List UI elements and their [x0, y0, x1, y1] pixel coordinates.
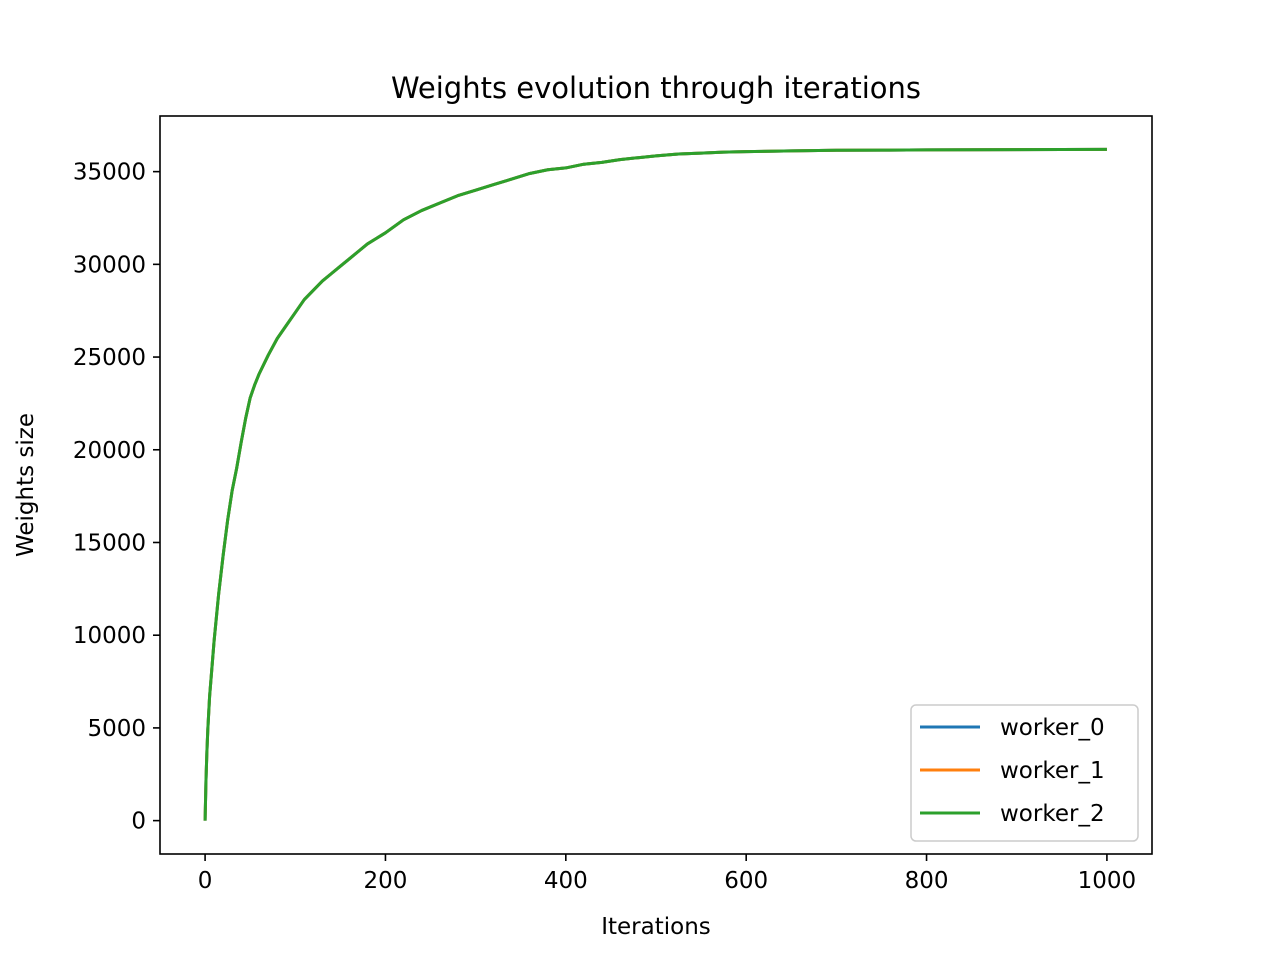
legend-label-worker_2: worker_2 — [1000, 801, 1105, 827]
x-tick-label: 200 — [364, 868, 408, 894]
y-tick-label: 15000 — [73, 530, 146, 556]
legend-label-worker_1: worker_1 — [1000, 758, 1105, 784]
y-axis-label: Weights size — [13, 413, 39, 557]
x-tick-label: 1000 — [1078, 868, 1137, 894]
x-tick-label: 600 — [724, 868, 768, 894]
y-tick-label: 30000 — [73, 252, 146, 278]
y-tick-label: 20000 — [73, 438, 146, 464]
chart-title: Weights evolution through iterations — [391, 71, 921, 105]
axes-frame — [159, 115, 1153, 855]
legend: worker_0 worker_1 worker_2 — [910, 704, 1139, 842]
x-axis: 0 200 400 600 800 1000 — [198, 854, 1136, 894]
series-group — [203, 147, 1107, 821]
series-line-worker_2 — [203, 147, 1107, 821]
y-tick-label: 0 — [131, 809, 146, 835]
y-axis: 0 5000 10000 15000 20000 25000 30000 35000 — [73, 160, 160, 835]
y-tick-label: 5000 — [87, 716, 146, 742]
x-tick-label: 800 — [905, 868, 949, 894]
x-axis-label: Iterations — [601, 914, 711, 940]
x-tick-label: 0 — [198, 868, 213, 894]
legend-label-worker_0: worker_0 — [1000, 715, 1105, 741]
y-tick-label: 35000 — [73, 160, 146, 186]
y-tick-label: 25000 — [73, 345, 146, 371]
x-tick-label: 400 — [544, 868, 588, 894]
y-tick-label: 10000 — [73, 623, 146, 649]
legend-box — [910, 704, 1139, 842]
